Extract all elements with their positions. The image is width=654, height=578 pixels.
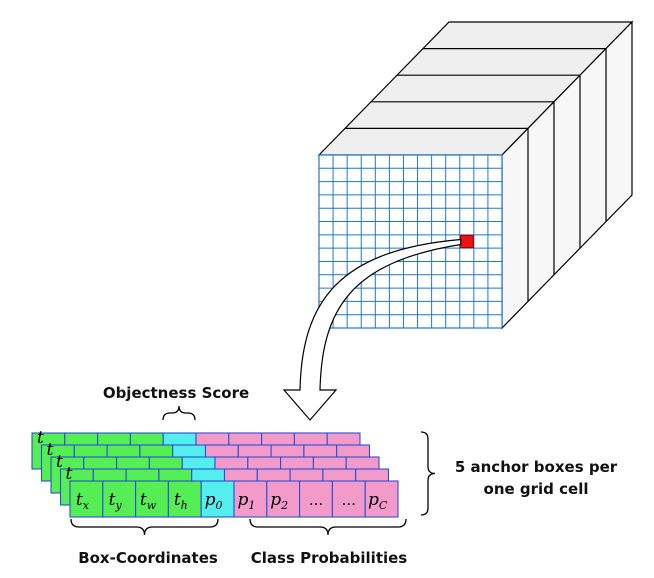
symbol-subscript: C [379,499,388,512]
objectness-score-label: Objectness Score [103,384,249,402]
back-row-glyph: t [37,428,44,448]
vector-cell [102,480,137,518]
back-row-glyph: t [56,452,63,472]
ellipsis-symbol: ... [309,491,323,509]
vector-cell [167,480,202,518]
symbol-subscript: x [83,499,90,512]
symbol-subscript: w [147,499,157,512]
vector-cell [200,480,235,518]
vector-cell [266,480,301,518]
back-row-glyph: t [66,464,73,484]
class-probabilities-brace [249,518,407,536]
vector-cell [299,480,333,518]
symbol-subscript: 1 [248,499,255,512]
vector-cell [364,480,399,518]
vector-cell [233,480,268,518]
highlighted-grid-cell [459,234,474,249]
anchor-boxes-brace [420,431,436,516]
box-coordinates-label: Box-Coordinates [78,549,218,567]
symbol-subscript: y [115,499,123,512]
annotation-braces [70,405,436,536]
anchor-boxes-label-line2: one grid cell [484,480,589,498]
box-coordinates-brace [70,518,219,536]
feature-map-volume [317,20,634,330]
grid-face [318,154,503,329]
objectness-brace [162,405,196,421]
back-row-glyph: t [47,440,54,460]
anchor-boxes-label-line1: 5 anchor boxes per [455,458,618,476]
class-probabilities-label: Class Probabilities [251,549,408,567]
curved-arrow [282,238,462,421]
anchor-vector-front: tx ty tw th p0 p1 p2...... pC [69,480,399,518]
symbol-subscript: 0 [216,499,223,512]
ellipsis-symbol: ... [342,491,356,509]
symbol-subscript: h [181,499,188,512]
symbol-subscript: 2 [280,499,288,512]
vector-cell [69,480,104,518]
cell-to-vector-arrow [282,238,462,421]
